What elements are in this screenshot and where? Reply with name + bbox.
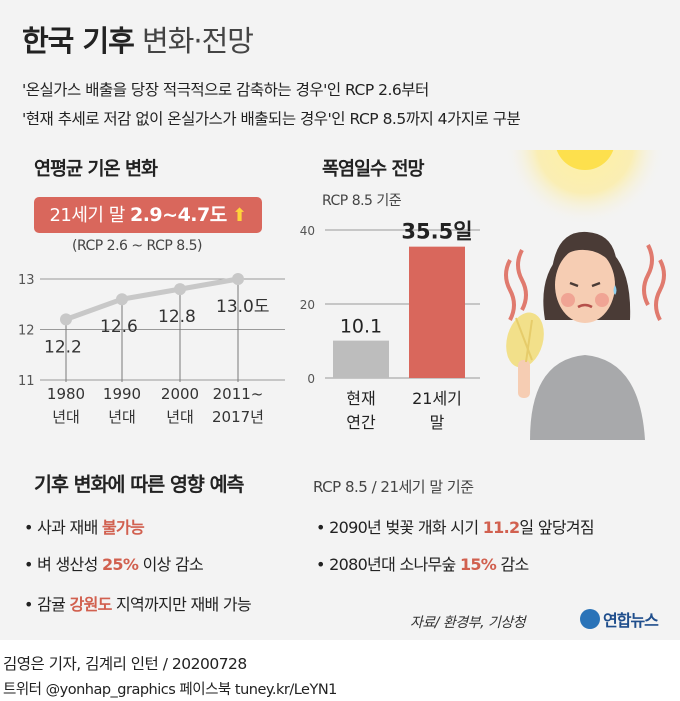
x-tick-label: 2011~	[213, 385, 264, 403]
x-tick-label: 1980	[47, 385, 85, 403]
range-badge: 21세기 말 2.9~4.7도 ⬆	[34, 197, 262, 233]
data-point	[232, 273, 244, 285]
y-tick-label: 12	[18, 324, 35, 339]
impact-item-cherry-blossom: • 2090년 벚꽃 개화 시기 11.2일 앞당겨짐	[316, 518, 595, 537]
x-tick-label: 년대	[166, 408, 194, 426]
heat-wave-right	[642, 244, 654, 306]
x-tick-label: 2000	[161, 385, 199, 403]
impacts-header: 기후 변화에 따른 영향 예측	[34, 473, 244, 496]
yonhap-logo: 연합뉴스	[580, 607, 659, 631]
x-tick-label: 2017년	[212, 408, 264, 426]
data-label: 13.0도	[216, 297, 270, 317]
footer-social: 트위터 @yonhap_graphics 페이스북 tuney.kr/LeYN1	[3, 682, 337, 698]
heat-wave-left	[504, 259, 516, 321]
data-point	[60, 313, 72, 326]
x-tick-label: 말	[430, 413, 445, 432]
logo-text: 연합뉴스	[603, 611, 659, 630]
x-tick-label: 21세기	[412, 389, 462, 408]
temp-header: 연평균 기온 변화	[34, 159, 158, 180]
hot-person-illustration	[504, 150, 666, 440]
temperature-line-chart: 13 12 11 12.2 1980 년대 12.6 1990 년대 12.8 2000 년대 13.0…	[18, 273, 285, 426]
x-tick-label: 년대	[52, 408, 80, 426]
badge-note: (RCP 2.6 ~ RCP 8.5)	[72, 238, 202, 254]
badge-value: 2.9~4.7도	[129, 204, 227, 226]
x-tick-label: 현재	[346, 389, 375, 408]
bar	[333, 340, 389, 378]
heat-note: RCP 8.5 기준	[322, 193, 402, 209]
logo-globe-icon	[580, 609, 600, 629]
bar-value-label: 10.1	[340, 316, 382, 338]
heat-header: 폭염일수 전망	[322, 159, 425, 180]
face	[555, 247, 615, 323]
title-light: 변화·전망	[142, 24, 254, 58]
x-tick-label: 연간	[346, 413, 376, 432]
y-tick-label: 40	[300, 224, 315, 238]
y-tick-label: 13	[18, 273, 35, 288]
y-tick-label: 0	[307, 372, 315, 386]
bar	[409, 246, 465, 378]
data-label: 12.6	[100, 317, 138, 337]
impact-item-rice: • 벼 생산성 25% 이상 감소	[24, 555, 204, 574]
title-bold: 한국 기후	[22, 24, 135, 58]
subtitle-line-2: '현재 추세로 저감 없이 온실가스가 배출되는 경우'인 RCP 8.5까지 …	[22, 110, 521, 128]
sun-glow	[505, 150, 665, 225]
footer-credits: 김영은 기자, 김계리 인턴 / 20200728	[3, 655, 247, 673]
up-arrow-icon: ⬆	[231, 205, 247, 226]
page-title: 한국 기후 변화·전망	[22, 18, 254, 60]
x-tick-label: 1990	[103, 385, 141, 403]
impact-item-apple: • 사과 재배 불가능	[24, 518, 145, 537]
impact-item-pine-forest: • 2080년대 소나무숲 15% 감소	[316, 555, 529, 574]
subtitle-line-1: '온실가스 배출을 당장 적극적으로 감축하는 경우'인 RCP 2.6부터	[22, 81, 429, 99]
badge-prefix: 21세기 말	[49, 205, 130, 226]
data-label: 12.2	[44, 337, 82, 357]
data-point	[116, 293, 128, 306]
shirt	[530, 355, 645, 440]
x-tick-label: 년대	[108, 408, 136, 426]
sun-icon	[556, 150, 614, 170]
impacts-note: RCP 8.5 / 21세기 말 기준	[313, 478, 474, 496]
data-point	[174, 283, 186, 296]
data-label: 12.8	[158, 307, 196, 327]
impact-item-tangerine: • 감귤 강원도 지역까지만 재배 가능	[24, 595, 252, 614]
source-text: 자료/ 환경부, 기상청	[410, 615, 526, 631]
temperature-series-line	[65, 276, 239, 322]
bar-value-label: 35.5일	[401, 220, 472, 244]
y-tick-label: 20	[300, 298, 315, 312]
y-tick-label: 11	[18, 374, 35, 389]
